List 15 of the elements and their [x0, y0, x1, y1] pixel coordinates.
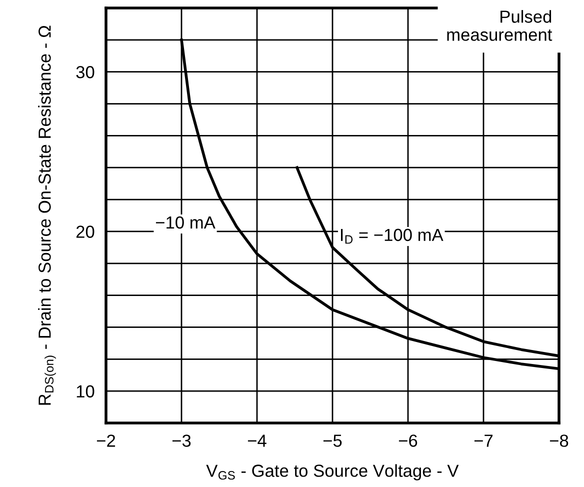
x-tick-label: −7	[474, 434, 493, 447]
y-tick-label: 30	[76, 66, 94, 78]
y-tick-label: 20	[76, 226, 94, 238]
x-tick-label: −5	[323, 434, 342, 447]
x-tick-label: −2	[96, 434, 116, 447]
y-tick-label: 10	[76, 385, 94, 398]
annotation: −10 mA	[156, 216, 216, 229]
x-axis-title: V$_{GS}$ - Gate to Source Voltage - V	[206, 464, 459, 480]
y-axis-title: R$_{DS(on)}$ - Drain to Source On-State Resistance - Ω	[38, 26, 56, 405]
x-tick-label: −6	[398, 434, 418, 447]
annotation: I$_{D}$ = −100 mA	[340, 228, 444, 244]
x-tick-label: −8	[550, 434, 568, 447]
x-tick-label: −3	[172, 434, 191, 447]
x-tick-label: −4	[248, 434, 266, 447]
annotation: Pulsed measurement	[447, 10, 552, 41]
